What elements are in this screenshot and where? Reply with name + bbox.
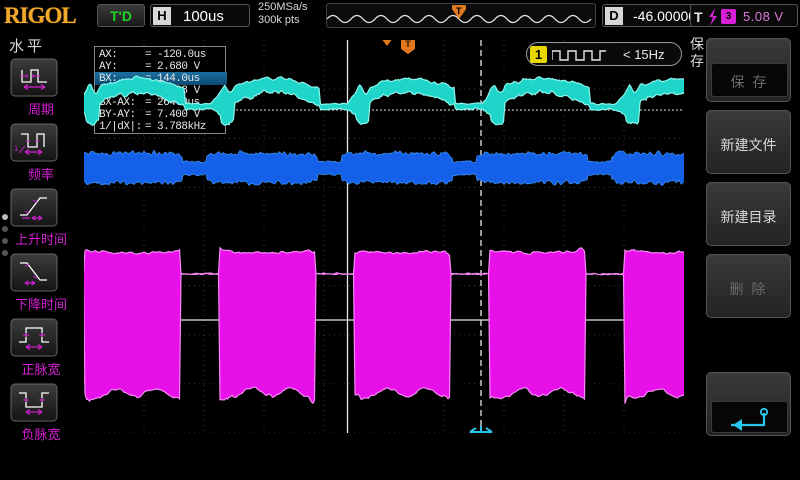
svg-text:1: 1 [14, 144, 18, 153]
